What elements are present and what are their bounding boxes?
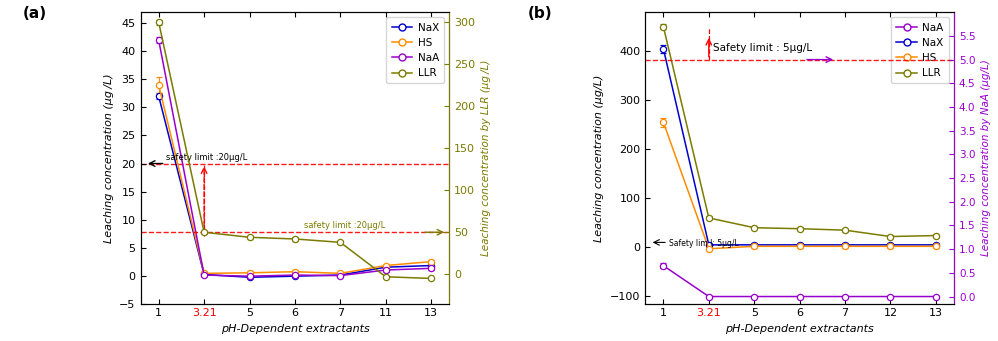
Text: (b): (b) (528, 6, 553, 21)
Y-axis label: Leaching concentration (μg /L): Leaching concentration (μg /L) (104, 73, 114, 243)
Text: (a): (a) (23, 6, 47, 21)
X-axis label: pH-Dependent extractants: pH-Dependent extractants (726, 324, 874, 334)
Text: Safety lim l: 5μg/L: Safety lim l: 5μg/L (669, 239, 739, 248)
Y-axis label: Leaching concentration by LLR (μg /L): Leaching concentration by LLR (μg /L) (481, 60, 491, 256)
Y-axis label: Leaching concentration by NaA (μg/L): Leaching concentration by NaA (μg/L) (981, 60, 991, 256)
Legend: NaA, NaX, HS, LLR: NaA, NaX, HS, LLR (891, 17, 949, 84)
Text: Safety limit : 5μg/L: Safety limit : 5μg/L (714, 43, 812, 53)
X-axis label: pH-Dependent extractants: pH-Dependent extractants (221, 324, 369, 334)
Text: safety limit :20μg/L: safety limit :20μg/L (167, 153, 248, 162)
Text: safety limit :20μg/L: safety limit :20μg/L (304, 221, 385, 230)
Legend: NaX, HS, NaA, LLR: NaX, HS, NaA, LLR (386, 17, 444, 84)
Y-axis label: Leaching concentration (μg/L): Leaching concentration (μg/L) (595, 74, 605, 242)
